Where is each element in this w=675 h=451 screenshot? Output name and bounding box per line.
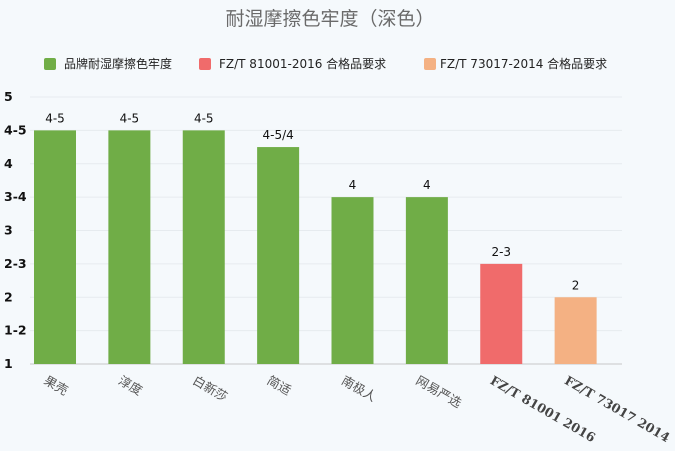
y-axis: 1 1-2 2 2-3 3 3-4 4 4-5 5 xyxy=(4,89,27,371)
x-tick-label: 果壳 xyxy=(42,373,71,398)
legend-label-fzt81001: FZ/T 81001-2016 合格品要求 xyxy=(219,56,386,71)
bars xyxy=(34,130,597,364)
x-tick-label: 淳度 xyxy=(116,373,146,399)
legend-swatch-brand xyxy=(44,58,56,70)
y-tick-label: 1 xyxy=(4,356,13,371)
data-label: 2 xyxy=(572,278,580,292)
bar xyxy=(182,130,225,364)
bar xyxy=(331,197,374,364)
bar xyxy=(554,297,597,364)
legend-label-brand: 品牌耐湿摩擦色牢度 xyxy=(64,56,172,71)
y-tick-label: 4 xyxy=(4,156,13,171)
bar xyxy=(108,130,151,364)
y-tick-label: 2-3 xyxy=(4,256,27,271)
y-tick-label: 5 xyxy=(4,89,13,104)
y-tick-label: 3 xyxy=(4,223,13,238)
bar xyxy=(257,147,300,364)
data-labels: 4-5 4-5 4-5 4-5/4 4 4 2-3 2 xyxy=(45,111,579,292)
data-label: 4-5 xyxy=(194,111,214,125)
data-label: 4 xyxy=(423,178,431,192)
data-label: 4 xyxy=(349,178,357,192)
y-tick-label: 3-4 xyxy=(4,189,27,204)
legend-label-fzt73017: FZ/T 73017-2014 合格品要求 xyxy=(440,56,607,71)
x-tick-label: 网易严选 xyxy=(413,373,464,411)
x-tick-label: 简适 xyxy=(265,373,294,398)
legend-swatch-fzt81001 xyxy=(199,58,211,70)
bar xyxy=(34,130,76,364)
y-tick-label: 1-2 xyxy=(4,323,27,338)
data-label: 4-5 xyxy=(120,111,140,125)
legend-swatch-fzt73017 xyxy=(424,58,436,70)
chart-title: 耐湿摩擦色牢度（深色） xyxy=(225,8,434,30)
y-tick-label: 4-5 xyxy=(4,122,27,137)
legend: 品牌耐湿摩擦色牢度 FZ/T 81001-2016 合格品要求 FZ/T 730… xyxy=(44,56,607,71)
x-tick-label: 南极人 xyxy=(339,373,379,405)
data-label: 2-3 xyxy=(491,245,511,259)
y-tick-label: 2 xyxy=(4,289,13,304)
data-label: 4-5 xyxy=(45,111,65,125)
bar xyxy=(480,263,523,364)
x-tick-label: 白新莎 xyxy=(190,373,230,405)
data-label: 4-5/4 xyxy=(262,128,293,142)
bar xyxy=(405,197,448,364)
